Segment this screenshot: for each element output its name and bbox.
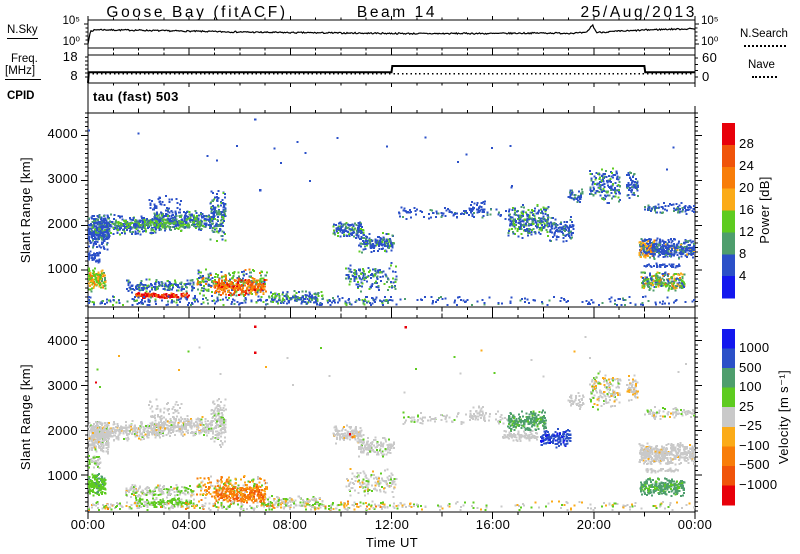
noise-scale-bottom-right: 10⁰ [701, 36, 719, 48]
velocity-cb-100: 100 [739, 379, 762, 394]
power-colorbar-seg-6 [722, 254, 735, 277]
velocity-colorbar-seg-0 [722, 329, 735, 350]
nave-tick-60: 60 [702, 50, 718, 65]
velocity-cb-500: 500 [739, 360, 762, 375]
xtick-0800: 08:00 [272, 517, 308, 532]
power-cb-24: 24 [739, 158, 755, 173]
power-ytick-2000: 2000 [47, 216, 78, 231]
page-title: Goose Bay (fitACF) [106, 4, 288, 21]
date-label: 25/Aug/2013 [580, 4, 697, 21]
freq-label-line1: Freq. [11, 53, 38, 65]
velocity-colorbar-seg-4 [722, 407, 735, 428]
velocity-colorbar-seg-3 [722, 387, 735, 408]
velocity-colorbar-seg-1 [722, 348, 735, 369]
power-colorbar-seg-0 [722, 123, 735, 146]
velocity-cb-25: 25 [739, 399, 755, 414]
xtick-0400: 04:00 [171, 517, 207, 532]
xtick-0000a: 00:00 [70, 517, 106, 532]
power-colorbar-seg-4 [722, 210, 735, 233]
velocity-colorbar-seg-5 [722, 426, 735, 447]
power-cb-8: 8 [739, 246, 747, 261]
noise-scale-bottom-left: 10⁰ [62, 36, 80, 48]
freq-tick-8: 8 [70, 68, 78, 83]
power-cb-20: 20 [739, 180, 755, 195]
xaxis-title: Time UT [365, 535, 419, 550]
velocity-ytick-3000: 3000 [47, 378, 78, 393]
cpid-label: CPID [7, 90, 35, 102]
power-colorbar-seg-2 [722, 166, 735, 190]
power-ytick-1000: 1000 [47, 261, 78, 276]
velocity-ytick-4000: 4000 [47, 333, 78, 348]
power-ytick-4000: 4000 [47, 126, 78, 141]
power-colorbar-seg-1 [722, 144, 735, 168]
power-cb-28: 28 [739, 136, 755, 151]
velocity-colorbar-seg-8 [722, 485, 735, 506]
velocity-cb-n25: −25 [739, 418, 763, 433]
velocity-colorbar-seg-7 [722, 465, 735, 486]
velocity-cb-n500: −500 [739, 457, 770, 472]
power-cb-12: 12 [739, 224, 755, 239]
velocity-ytick-1000: 1000 [47, 468, 78, 483]
cpid-value: tau (fast) 503 [93, 89, 179, 104]
nsearch-line-sample [744, 45, 786, 47]
power-colorbar-seg-7 [722, 276, 735, 299]
power-ytick-3000: 3000 [47, 171, 78, 186]
nave-line-sample [752, 76, 777, 78]
velocity-colorbar-seg-2 [722, 368, 735, 389]
xtick-1200: 12:00 [374, 517, 410, 532]
power-cb-4: 4 [739, 268, 747, 283]
velocity-cb-1000: 1000 [739, 340, 770, 355]
velocity-cb-n1000: −1000 [739, 477, 778, 492]
freq-label-line2: [MHz] [5, 65, 36, 77]
velocity-ytick-2000: 2000 [47, 423, 78, 438]
velocity-colorbar-seg-6 [722, 446, 735, 467]
beam-label: Beam 14 [356, 4, 438, 21]
nsky-label: N.Sky [7, 24, 38, 36]
xtick-0000b: 00:00 [677, 517, 713, 532]
noise-scale-top-left: 10⁵ [62, 15, 80, 27]
nave-tick-0: 0 [702, 69, 710, 84]
power-colorbar-seg-5 [722, 232, 735, 255]
freq-tick-18: 18 [62, 49, 78, 64]
freq-line-sample [5, 79, 41, 80]
power-colorbar-seg-3 [722, 188, 735, 212]
nsearch-label: N.Search [740, 28, 788, 40]
nave-label: Nave [748, 59, 775, 71]
velocity-cb-n100: −100 [739, 438, 770, 453]
xtick-2000: 20:00 [576, 517, 612, 532]
noise-scale-top-right: 10⁵ [701, 15, 719, 27]
nsky-line-sample [7, 38, 38, 39]
power-cb-16: 16 [739, 202, 755, 217]
xtick-1600: 16:00 [475, 517, 511, 532]
